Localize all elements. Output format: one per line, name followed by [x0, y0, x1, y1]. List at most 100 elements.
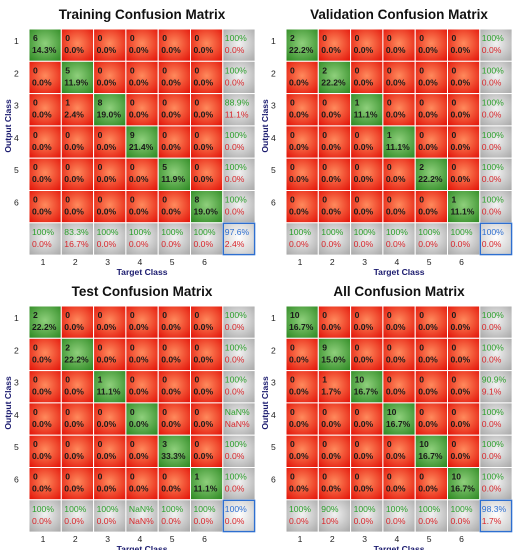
cell-count: 10 — [290, 310, 300, 320]
cell-count: 0 — [33, 130, 38, 140]
cell-count: 0 — [98, 33, 103, 43]
cell-percent: 0.0% — [289, 419, 309, 429]
row-summary-cell — [222, 28, 256, 62]
cell-count: 0 — [130, 162, 135, 172]
y-tick-label: 6 — [271, 475, 276, 485]
row-accuracy: 100% — [225, 439, 247, 449]
cell-count: 0 — [162, 195, 167, 205]
cell-percent: 0.0% — [451, 45, 471, 55]
cell-percent: 0.0% — [64, 45, 84, 55]
cell-percent: 0.0% — [321, 451, 341, 461]
column-accuracy: 100% — [161, 504, 183, 514]
cell-percent: 0.0% — [161, 142, 181, 152]
cell-count: 5 — [65, 65, 70, 75]
cell-count: 0 — [130, 439, 135, 449]
x-axis-label: Target Class — [117, 267, 168, 277]
column-accuracy: 100% — [97, 227, 119, 237]
y-tick-label: 5 — [14, 165, 19, 175]
cell-percent: 0.0% — [354, 484, 374, 494]
y-tick-label: 1 — [14, 313, 19, 323]
cell-count: 0 — [452, 439, 457, 449]
cell-percent: 11.1% — [354, 110, 378, 120]
y-tick-label: 3 — [14, 101, 19, 111]
cell-count: 0 — [65, 195, 70, 205]
x-tick-label: 2 — [73, 257, 78, 267]
row-error: 0.0% — [482, 322, 502, 332]
cell-count: 0 — [452, 98, 457, 108]
y-tick-label: 6 — [14, 475, 19, 485]
error-cell — [382, 157, 416, 191]
error-cell — [350, 157, 384, 191]
cell-percent: 0.0% — [321, 45, 341, 55]
column-summary-cell — [414, 499, 449, 533]
column-error: 0.0% — [451, 516, 471, 526]
row-error: NaN% — [225, 419, 250, 429]
row-error: 0.0% — [482, 354, 502, 364]
cell-percent: 0.0% — [386, 174, 406, 184]
cell-percent: 0.0% — [161, 45, 181, 55]
column-accuracy: 100% — [194, 227, 216, 237]
cell-percent: 0.0% — [354, 419, 374, 429]
column-error: 0.0% — [161, 239, 181, 249]
cell-count: 0 — [130, 65, 135, 75]
cell-percent: 0.0% — [97, 45, 117, 55]
cell-count: 0 — [130, 472, 135, 482]
cell-count: 0 — [98, 310, 103, 320]
row-error: 11.1% — [225, 110, 249, 120]
column-accuracy: 100% — [97, 504, 119, 514]
cell-count: 0 — [387, 342, 392, 352]
row-accuracy: 100% — [482, 195, 504, 205]
confusion-matrix-2: Validation Confusion Matrix 2 22.2% 0 0.0% 0 0… — [260, 7, 513, 277]
cell-count: 0 — [355, 342, 360, 352]
cell-count: 0 — [162, 130, 167, 140]
cell-count: 2 — [419, 162, 424, 172]
error-cell — [350, 337, 384, 372]
cell-percent: 0.0% — [418, 110, 438, 120]
correct-cell — [60, 60, 95, 95]
cell-percent: 0.0% — [418, 419, 438, 429]
column-accuracy: 100% — [129, 227, 151, 237]
cell-count: 0 — [98, 65, 103, 75]
y-tick-label: 2 — [14, 68, 19, 78]
error-cell — [447, 60, 481, 95]
overall-accuracy: 97.6% — [225, 227, 250, 237]
column-error: 0.0% — [386, 516, 406, 526]
cell-percent: 0.0% — [97, 451, 117, 461]
error-cell — [447, 28, 481, 62]
cell-count: 0 — [33, 65, 38, 75]
row-error: 9.1% — [482, 387, 502, 397]
correct-cell — [125, 125, 159, 159]
cell-count: 0 — [33, 162, 38, 172]
cell-percent: 16.7% — [386, 419, 411, 429]
cell-count: 0 — [290, 98, 295, 108]
row-error: 0.0% — [482, 45, 502, 55]
cell-percent: 0.0% — [97, 354, 117, 364]
cell-count: 0 — [387, 310, 392, 320]
row-accuracy: 100% — [225, 130, 247, 140]
cell-percent: 0.0% — [386, 45, 406, 55]
x-tick-label: 3 — [362, 257, 367, 267]
cell-percent: 0.0% — [32, 484, 52, 494]
cell-count: 0 — [355, 162, 360, 172]
cell-percent: 16.7% — [354, 387, 379, 397]
x-tick-label: 6 — [459, 257, 464, 267]
row-accuracy: 100% — [482, 310, 504, 320]
row-error: 0.0% — [225, 77, 245, 87]
cell-percent: 0.0% — [289, 174, 309, 184]
cell-percent: 0.0% — [289, 142, 309, 152]
cell-count: 0 — [419, 195, 424, 205]
column-accuracy: 100% — [451, 504, 473, 514]
row-summary-cell — [479, 157, 513, 191]
row-error: 0.0% — [482, 207, 502, 217]
error-cell — [317, 157, 352, 191]
column-summary-cell — [285, 499, 319, 533]
cell-percent: 21.4% — [129, 142, 154, 152]
row-accuracy: 100% — [225, 375, 247, 385]
column-accuracy: 100% — [386, 227, 408, 237]
error-cell — [317, 434, 352, 469]
overall-accuracy-cell — [479, 222, 513, 256]
column-summary-cell — [93, 499, 127, 533]
cell-count: 0 — [98, 195, 103, 205]
cell-percent: 0.0% — [32, 354, 52, 364]
overall-accuracy: 98.3% — [482, 504, 507, 514]
